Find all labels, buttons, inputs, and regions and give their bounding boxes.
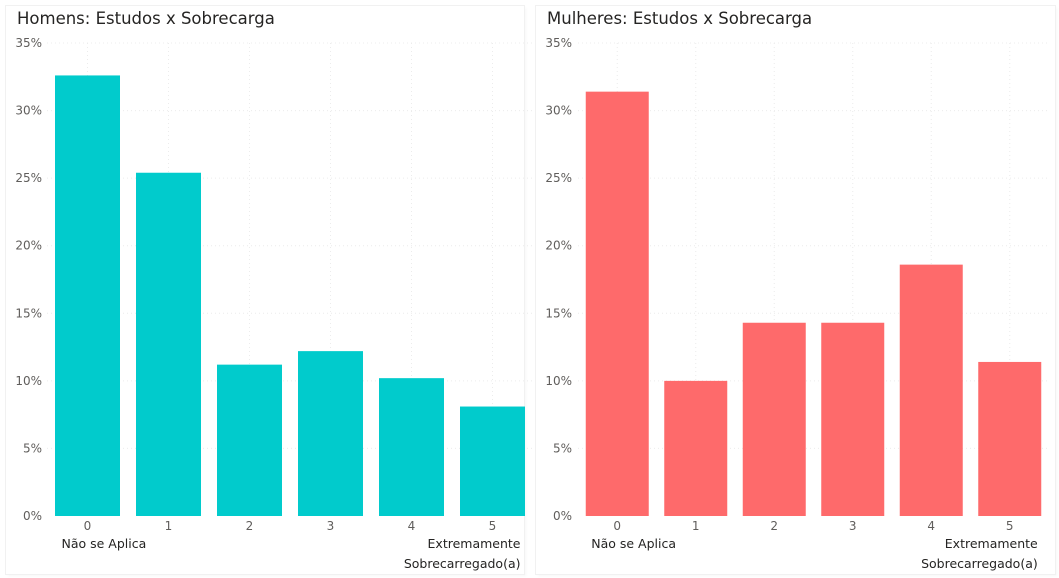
y-tick-label: 25% <box>15 171 42 185</box>
y-tick-label: 10% <box>545 374 572 388</box>
chart-panel-women: Mulheres: Estudos x Sobrecarga 0% 5% 10% 15… <box>530 0 1059 578</box>
x-tick-label: 1 <box>165 519 173 533</box>
bar-1[interactable] <box>136 172 201 517</box>
y-tick-label: 20% <box>545 239 572 253</box>
y-tick-label: 25% <box>545 171 572 185</box>
x-axis-start-label: Não se Aplica <box>591 536 676 551</box>
x-tick-label: 4 <box>408 519 416 533</box>
bar-chart-women: 0% 5% 10% 15% 20% 25% 30% 35% 0 1 2 3 4 5 Não se Aplic… <box>545 36 1049 571</box>
x-axis-end-label: Extremamente <box>428 536 521 551</box>
y-tick-label: 15% <box>15 306 42 320</box>
y-axis: 0% 5% 10% 15% 20% 25% 30% 35% <box>545 36 572 523</box>
bar-0[interactable] <box>585 91 649 516</box>
chart-title: Mulheres: Estudos x Sobrecarga <box>547 9 813 28</box>
bar-4[interactable] <box>379 378 444 516</box>
y-tick-label: 5% <box>23 441 42 455</box>
x-tick-label: 5 <box>1006 519 1014 533</box>
bar-5[interactable] <box>978 361 1042 516</box>
y-tick-label: 0% <box>23 509 42 523</box>
chart-panel-men: Homens: Estudos x Sobrecarga 0% 5% 10% 15% 2… <box>0 0 533 578</box>
x-axis-start-label: Não se Aplica <box>62 536 147 551</box>
y-tick-label: 15% <box>545 306 572 320</box>
y-axis: 0% 5% 10% 15% 20% 25% 30% 35% <box>15 36 42 523</box>
x-tick-label: 0 <box>613 519 621 533</box>
bar-3[interactable] <box>298 351 363 516</box>
x-tick-label: 2 <box>770 519 778 533</box>
y-tick-label: 20% <box>15 239 42 253</box>
bar-2[interactable] <box>217 364 282 516</box>
y-tick-label: 35% <box>15 36 42 50</box>
bar-5[interactable] <box>460 406 525 516</box>
y-tick-label: 10% <box>15 374 42 388</box>
bar-chart-men: 0% 5% 10% 15% 20% 25% 30% 35% 0 1 2 3 4 5 Não se Aplic… <box>15 36 533 571</box>
y-tick-label: 35% <box>545 36 572 50</box>
x-tick-label: 5 <box>489 519 497 533</box>
bars <box>585 91 1042 516</box>
x-axis-end-label: Sobrecarregado(a) <box>404 556 521 571</box>
x-axis: 0 1 2 3 4 5 Não se Aplica Extremamente Sobrecarr… <box>62 519 521 571</box>
x-tick-label: 2 <box>246 519 254 533</box>
y-tick-label: 0% <box>553 509 572 523</box>
bar-0[interactable] <box>55 75 120 516</box>
bar-4[interactable] <box>899 264 963 516</box>
bars <box>55 75 525 517</box>
bar-1[interactable] <box>664 380 728 516</box>
bar-3[interactable] <box>821 322 885 516</box>
x-tick-label: 1 <box>692 519 700 533</box>
y-tick-label: 5% <box>553 441 572 455</box>
x-tick-label: 4 <box>927 519 935 533</box>
chart-title: Homens: Estudos x Sobrecarga <box>17 9 275 28</box>
x-tick-label: 0 <box>84 519 92 533</box>
x-tick-label: 3 <box>327 519 335 533</box>
x-tick-label: 3 <box>849 519 857 533</box>
y-tick-label: 30% <box>15 104 42 118</box>
y-tick-label: 30% <box>545 104 572 118</box>
bar-2[interactable] <box>742 322 806 516</box>
x-axis: 0 1 2 3 4 5 Não se Aplica Extremamente Sobrecarr… <box>591 519 1038 571</box>
x-axis-end-label: Sobrecarregado(a) <box>921 556 1038 571</box>
x-axis-end-label: Extremamente <box>945 536 1038 551</box>
